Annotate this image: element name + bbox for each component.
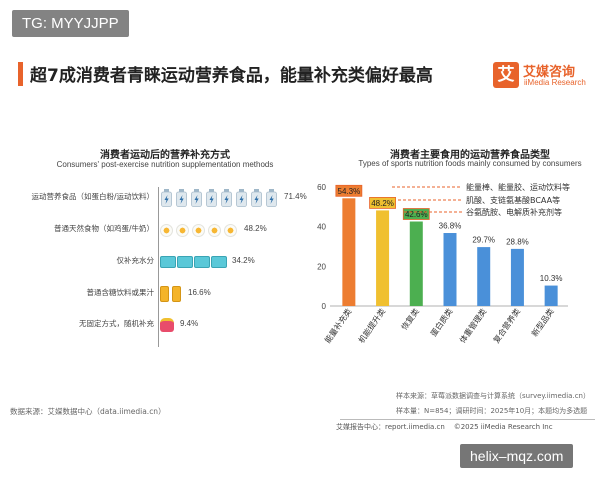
water-icon <box>160 256 176 268</box>
pictogram-value-label: 34.2% <box>232 256 255 265</box>
bottle-icon <box>265 189 278 207</box>
watermark-top: TG: MYYJJPP <box>12 10 129 37</box>
data-label: 42.6% <box>405 210 428 219</box>
bar-chart: 0 20 40 60 54.3% 能量补充类 48.2% 机能提升类 42.6% 恢复类 36.8%… <box>317 182 570 345</box>
egg-icon <box>176 223 189 237</box>
logo-name-en: iiMedia Research <box>524 78 586 87</box>
logo-name-cn: 艾媒咨询 <box>523 65 576 80</box>
bag-icon <box>160 318 174 332</box>
pictogram-icons <box>160 187 280 209</box>
x-tick-label: 体重管理类 <box>457 306 488 345</box>
x-tick-label: 能量补充类 <box>322 306 353 345</box>
pictogram-icons <box>160 283 184 305</box>
legend-label: 谷氨酰胺、电解质补充剂等 <box>466 207 562 217</box>
bottle-icon <box>160 189 173 207</box>
pictogram-row: 普通含糖饮料或果汁 16.6% <box>0 282 330 306</box>
pictogram-row-label: 仅补充水分 <box>116 256 155 265</box>
egg-icon <box>160 223 173 237</box>
footer: 艾媒报告中心：report.iimedia.cn ©2025 iiMedia R… <box>336 422 553 432</box>
egg-icon <box>224 223 237 237</box>
pictogram-row: 仅补充水分 34.2% <box>0 250 330 274</box>
footer-divider <box>340 419 595 420</box>
data-label: 10.3% <box>540 274 563 283</box>
data-label: 28.8% <box>506 237 529 246</box>
page-title: 超7成消费者青睐运动营养食品，能量补充类偏好最高 <box>30 66 433 86</box>
bar <box>443 233 457 306</box>
bar <box>477 247 491 306</box>
pictogram-value-label: 71.4% <box>284 192 307 201</box>
left-chart-title: 消费者运动后的营养补充方式 <box>100 150 230 161</box>
pictogram-value-label: 9.4% <box>180 319 199 328</box>
water-icon <box>177 256 193 268</box>
x-tick-label: 恢复类 <box>399 306 421 331</box>
can-icon <box>172 286 181 302</box>
bottle-icon <box>220 189 233 207</box>
pictogram-row-label: 普通天然食物（如鸡蛋/牛奶） <box>53 224 154 233</box>
data-label: 29.7% <box>472 236 495 245</box>
brand-logo: 艾 艾媒咨询 iiMedia Research <box>493 60 593 92</box>
bar <box>376 210 390 306</box>
pictogram-value-label: 48.2% <box>244 224 267 233</box>
pictogram-icons <box>160 251 228 273</box>
pictogram-row-label: 普通含糖饮料或果汁 <box>86 288 155 297</box>
title-accent-bar <box>18 62 23 86</box>
bottle-icon <box>235 189 248 207</box>
pictogram-row: 无固定方式，随机补充 9.4% <box>0 313 330 337</box>
bottle-icon <box>250 189 263 207</box>
left-chart-axis <box>158 187 159 347</box>
egg-icon <box>208 223 221 237</box>
y-tick-label: 60 <box>317 183 326 192</box>
bar <box>409 221 423 306</box>
data-label: 36.8% <box>439 222 462 231</box>
bottle-icon <box>190 189 203 207</box>
can-icon <box>160 286 169 302</box>
data-label-box <box>335 184 363 197</box>
sample-size-note: 样本量：N=854；调研时间：2025年10月；本题均为多选题 <box>396 407 588 415</box>
footer-report-site: 艾媒报告中心：report.iimedia.cn <box>336 423 445 431</box>
x-tick-label: 复合营养类 <box>491 306 522 345</box>
egg-icon <box>192 223 205 237</box>
x-tick-label: 蛋白质类 <box>428 306 455 338</box>
pictogram-value-label: 16.6% <box>188 288 211 297</box>
pictogram-icons <box>160 219 240 241</box>
sample-source-note: 样本来源：草莓派数据调查与计算系统（survey.iimedia.cn） <box>396 392 590 400</box>
bar <box>342 198 356 306</box>
watermark-bottom: helix–mqz.com <box>460 444 574 468</box>
water-icon <box>211 256 227 268</box>
data-label: 48.2% <box>371 199 394 208</box>
bottle-icon <box>205 189 218 207</box>
bar <box>544 285 558 306</box>
y-tick-label: 20 <box>317 262 326 271</box>
pictogram-row: 运动营养食品（如蛋白粉/运动饮料） 71.4% <box>0 186 330 210</box>
y-tick-label: 0 <box>322 302 327 311</box>
legend-label: 肌酸、支链氨基酸BCAA等 <box>466 195 560 205</box>
bar <box>510 248 524 306</box>
logo-mark: 艾 <box>493 62 519 88</box>
data-label: 54.3% <box>338 187 361 196</box>
pictogram-row-label: 运动营养食品（如蛋白粉/运动饮料） <box>31 192 154 201</box>
legend-label: 能量棒、能量胶、运动饮料等 <box>466 182 570 192</box>
pictogram-icons <box>160 314 176 336</box>
pictogram-row-label: 无固定方式，随机补充 <box>79 319 154 328</box>
x-tick-label: 机能提升类 <box>356 306 387 345</box>
x-tick-label: 新型品类 <box>529 306 556 338</box>
bottle-icon <box>175 189 188 207</box>
data-label-box <box>369 197 396 209</box>
data-label-box <box>402 208 430 220</box>
y-tick-label: 40 <box>317 223 326 232</box>
footer-copyright: ©2025 iiMedia Research Inc <box>453 423 553 431</box>
data-source: 数据来源：艾媒数据中心（data.iimedia.cn） <box>10 407 166 416</box>
water-icon <box>194 256 210 268</box>
pictogram-row: 普通天然食物（如鸡蛋/牛奶） 48.2% <box>0 218 330 242</box>
left-chart-subtitle: Consumers' post-exercise nutrition suppl… <box>56 160 274 169</box>
right-chart-title: 消费者主要食用的运动营养食品类型 <box>390 150 550 161</box>
right-chart-subtitle: Types of sports nutrition foods mainly c… <box>358 159 582 168</box>
